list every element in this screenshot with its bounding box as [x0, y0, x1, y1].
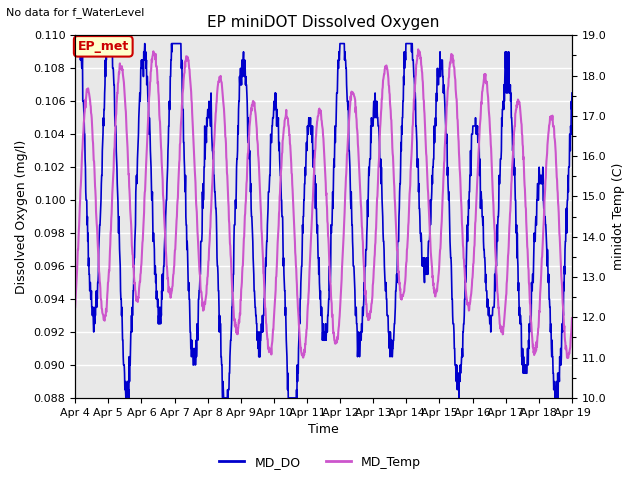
Text: EP_met: EP_met — [77, 40, 129, 53]
Y-axis label: Dissolved Oxygen (mg/l): Dissolved Oxygen (mg/l) — [15, 140, 28, 294]
Text: No data for f_WaterLevel: No data for f_WaterLevel — [6, 7, 145, 18]
X-axis label: Time: Time — [308, 423, 339, 436]
Title: EP miniDOT Dissolved Oxygen: EP miniDOT Dissolved Oxygen — [207, 15, 440, 30]
Y-axis label: minidot Temp (C): minidot Temp (C) — [612, 163, 625, 270]
Legend: MD_DO, MD_Temp: MD_DO, MD_Temp — [214, 451, 426, 474]
